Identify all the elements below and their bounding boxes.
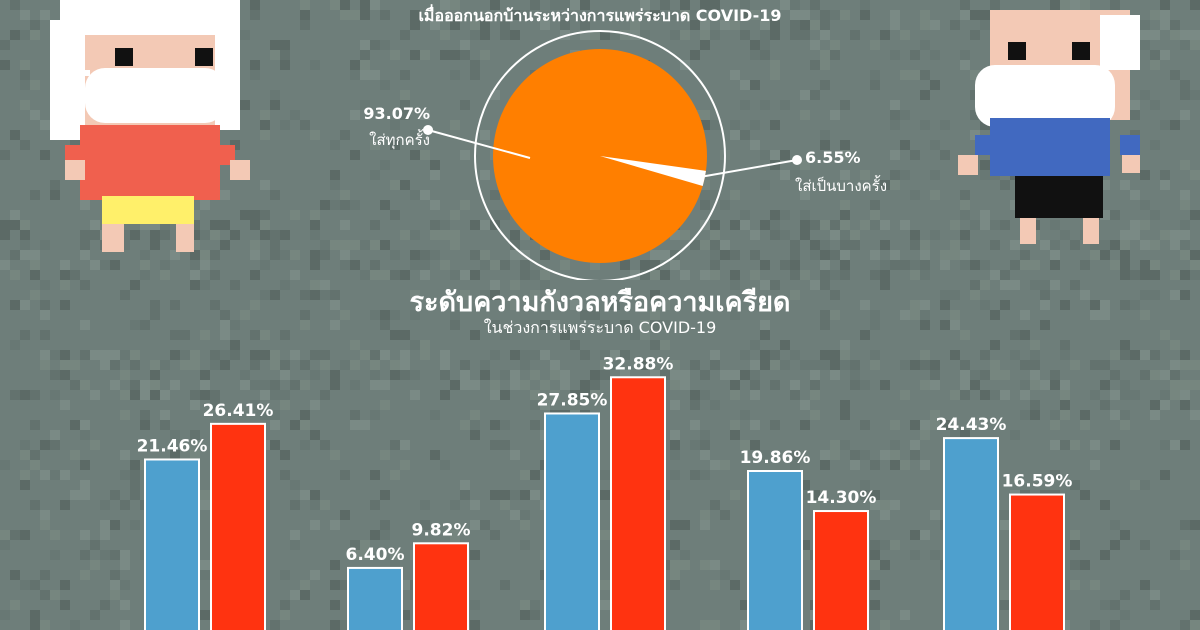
pie-leader-dot xyxy=(792,155,802,165)
mask-usage-pie-chart xyxy=(423,30,802,280)
grandma-character-icon xyxy=(50,0,250,252)
bar-value-label: 19.86% xyxy=(740,448,811,468)
bar-red xyxy=(610,376,666,630)
pie-subtitle: เมื่อออกนอกบ้านระหว่างการแพร่ระบาด COVID… xyxy=(418,6,782,25)
bar-blue xyxy=(144,458,200,630)
bar-blue xyxy=(943,437,999,630)
pie-slice-sometimes xyxy=(600,156,706,186)
pie-slice-label-text: ใส่ทุกครั้ง xyxy=(369,131,430,149)
pie-slice-label-value: 93.07% xyxy=(363,104,430,123)
bar-value-label: 16.59% xyxy=(1002,472,1073,492)
pie-outer-ring xyxy=(474,30,726,280)
pie-leader-dot xyxy=(423,125,433,135)
stress-bar-chart: 21.46% 26.41% 6.40% 9.82% 27.85% 32.88% 19.86%… xyxy=(137,354,1073,630)
bar-value-label: 9.82% xyxy=(412,520,471,540)
chart-title: ระดับความกังวลหรือความเครียด xyxy=(409,287,791,318)
bar-red xyxy=(1009,493,1065,630)
bar-red xyxy=(210,422,266,630)
pie-slice-label-value: 6.55% xyxy=(805,148,861,167)
pie-slice-label-text: ใส่เป็นบางครั้ง xyxy=(795,177,888,195)
pie-leader-line xyxy=(427,129,531,159)
bar-value-label: 32.88% xyxy=(603,354,674,374)
bar-value-label: 21.46% xyxy=(137,436,208,456)
bar-blue xyxy=(544,412,600,630)
bar-red xyxy=(813,510,869,630)
pie-leader-line xyxy=(699,159,798,178)
bar-blue xyxy=(347,566,403,630)
chart-subtitle: ในช่วงการแพร่ระบาด COVID-19 xyxy=(483,318,717,337)
bar-blue xyxy=(747,470,803,630)
bar-value-label: 27.85% xyxy=(537,390,608,410)
bar-value-label: 14.30% xyxy=(806,488,877,508)
grandpa-character-icon xyxy=(958,10,1140,244)
bar-value-label: 6.40% xyxy=(346,545,405,565)
bar-value-label: 24.43% xyxy=(936,415,1007,435)
bar-red xyxy=(413,542,469,630)
bar-value-label: 26.41% xyxy=(203,401,274,421)
